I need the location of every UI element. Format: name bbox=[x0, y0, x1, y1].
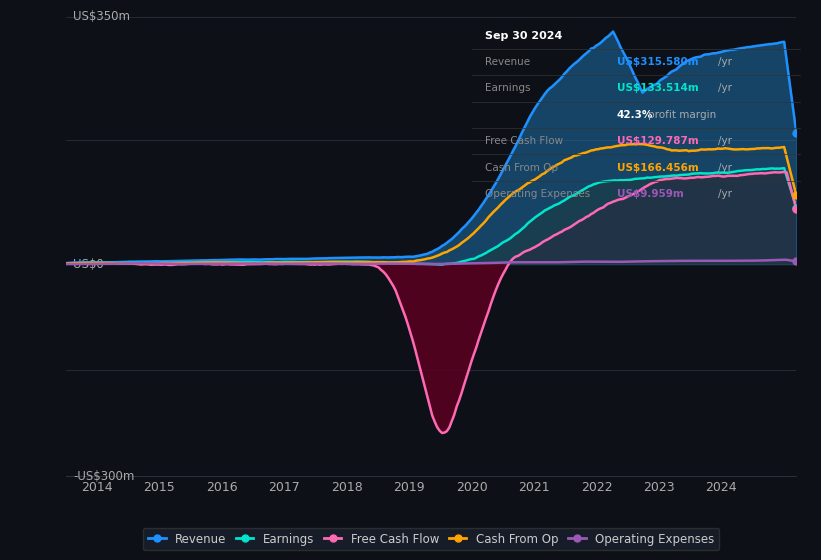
Text: 42.3%: 42.3% bbox=[617, 110, 653, 120]
Text: US$315.580m: US$315.580m bbox=[617, 57, 698, 67]
Text: Sep 30 2024: Sep 30 2024 bbox=[485, 31, 562, 40]
Legend: Revenue, Earnings, Free Cash Flow, Cash From Op, Operating Expenses: Revenue, Earnings, Free Cash Flow, Cash … bbox=[143, 528, 719, 550]
Text: /yr: /yr bbox=[718, 57, 732, 67]
Text: /yr: /yr bbox=[718, 136, 732, 146]
Text: Revenue: Revenue bbox=[485, 57, 530, 67]
Text: -US$300m: -US$300m bbox=[73, 469, 135, 483]
Text: Cash From Op: Cash From Op bbox=[485, 162, 558, 172]
Text: US$9.959m: US$9.959m bbox=[617, 189, 683, 199]
Text: US$0: US$0 bbox=[73, 258, 103, 270]
Text: US$350m: US$350m bbox=[73, 10, 130, 24]
Text: Earnings: Earnings bbox=[485, 83, 530, 94]
Text: US$166.456m: US$166.456m bbox=[617, 162, 699, 172]
Text: /yr: /yr bbox=[718, 83, 732, 94]
Text: US$133.514m: US$133.514m bbox=[617, 83, 699, 94]
Text: /yr: /yr bbox=[718, 189, 732, 199]
Text: Free Cash Flow: Free Cash Flow bbox=[485, 136, 563, 146]
Text: /yr: /yr bbox=[718, 162, 732, 172]
Text: US$129.787m: US$129.787m bbox=[617, 136, 699, 146]
Text: Operating Expenses: Operating Expenses bbox=[485, 189, 590, 199]
Text: profit margin: profit margin bbox=[648, 110, 716, 120]
